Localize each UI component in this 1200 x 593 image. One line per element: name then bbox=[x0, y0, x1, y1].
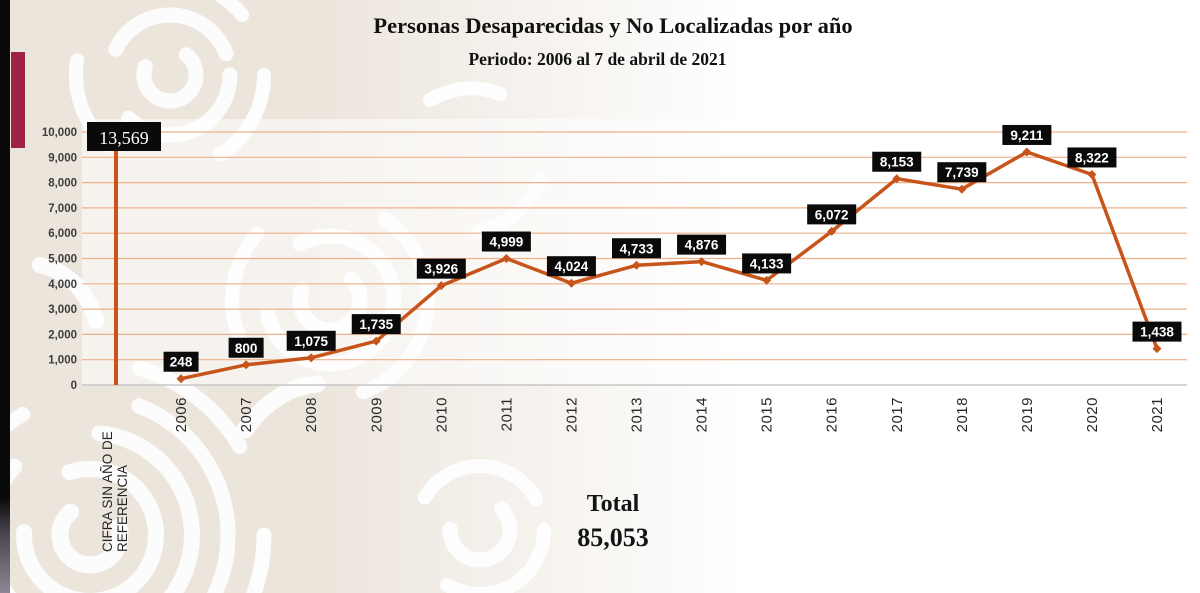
svg-text:4,733: 4,733 bbox=[620, 241, 654, 256]
svg-text:1,075: 1,075 bbox=[294, 334, 328, 349]
svg-text:2009: 2009 bbox=[368, 397, 385, 432]
svg-text:3,000: 3,000 bbox=[48, 304, 77, 316]
svg-text:2018: 2018 bbox=[954, 397, 971, 432]
svg-text:2010: 2010 bbox=[433, 397, 450, 432]
series-line bbox=[180, 150, 1159, 381]
svg-text:7,000: 7,000 bbox=[48, 203, 77, 215]
svg-text:248: 248 bbox=[170, 355, 193, 370]
screen-edge-strip bbox=[0, 0, 10, 593]
svg-text:2008: 2008 bbox=[303, 397, 320, 432]
svg-text:5,000: 5,000 bbox=[48, 254, 77, 266]
svg-text:6,072: 6,072 bbox=[815, 207, 849, 222]
svg-text:2011: 2011 bbox=[498, 397, 515, 431]
svg-text:4,000: 4,000 bbox=[48, 279, 77, 291]
svg-text:2020: 2020 bbox=[1084, 397, 1101, 432]
svg-text:2014: 2014 bbox=[694, 397, 711, 432]
svg-text:800: 800 bbox=[235, 341, 258, 356]
svg-text:0: 0 bbox=[71, 380, 77, 392]
svg-text:2015: 2015 bbox=[759, 397, 776, 432]
svg-text:4,133: 4,133 bbox=[750, 256, 784, 271]
svg-text:REFERENCIA: REFERENCIA bbox=[115, 465, 130, 552]
svg-text:8,153: 8,153 bbox=[880, 155, 914, 170]
total-value: 85,053 bbox=[577, 523, 649, 552]
svg-text:2021: 2021 bbox=[1149, 397, 1166, 432]
svg-text:1,000: 1,000 bbox=[48, 355, 77, 367]
y-axis-labels: 0 1,000 2,000 3,000 4,000 5,000 6,000 7,000 8,00… bbox=[42, 127, 77, 392]
svg-text:10,000: 10,000 bbox=[42, 127, 77, 139]
svg-text:3,926: 3,926 bbox=[424, 262, 458, 277]
maroon-accent-rect bbox=[11, 52, 25, 148]
svg-text:7,739: 7,739 bbox=[945, 165, 979, 180]
chart-title: Personas Desaparecidas y No Localizadas … bbox=[373, 13, 853, 38]
svg-text:2007: 2007 bbox=[238, 397, 255, 432]
svg-text:9,000: 9,000 bbox=[48, 152, 77, 164]
total-label: Total bbox=[586, 491, 640, 517]
svg-text:4,876: 4,876 bbox=[685, 238, 719, 253]
svg-text:1,735: 1,735 bbox=[359, 317, 393, 332]
total-block: Total 85,053 bbox=[13, 489, 1200, 555]
series-markers bbox=[176, 147, 1162, 384]
svg-text:13,569: 13,569 bbox=[99, 128, 149, 148]
svg-text:CIFRA SIN AÑO DE: CIFRA SIN AÑO DE bbox=[100, 431, 115, 552]
svg-text:2019: 2019 bbox=[1019, 397, 1036, 432]
svg-text:2006: 2006 bbox=[173, 397, 190, 432]
svg-text:6,000: 6,000 bbox=[48, 228, 77, 240]
svg-text:2013: 2013 bbox=[629, 397, 646, 432]
svg-text:4,999: 4,999 bbox=[489, 235, 523, 250]
data-labels: 13,569 248 800 1,075 1,735 3,926 4,999 4,024 4,7… bbox=[87, 122, 1182, 372]
svg-text:2017: 2017 bbox=[889, 397, 906, 432]
svg-text:2,000: 2,000 bbox=[48, 329, 77, 341]
svg-text:8,322: 8,322 bbox=[1075, 150, 1109, 165]
svg-text:4,024: 4,024 bbox=[555, 259, 589, 274]
y-gridlines bbox=[82, 131, 1187, 361]
chart-subtitle: Periodo: 2006 al 7 de abril de 2021 bbox=[468, 49, 727, 69]
svg-text:2012: 2012 bbox=[563, 397, 580, 432]
svg-text:9,211: 9,211 bbox=[1010, 128, 1044, 143]
svg-text:2016: 2016 bbox=[824, 397, 841, 432]
x-axis-labels: CIFRA SIN AÑO DE REFERENCIA 2006 2007 2008 20… bbox=[100, 397, 1166, 552]
svg-text:8,000: 8,000 bbox=[48, 178, 77, 190]
svg-text:1,438: 1,438 bbox=[1140, 325, 1174, 340]
